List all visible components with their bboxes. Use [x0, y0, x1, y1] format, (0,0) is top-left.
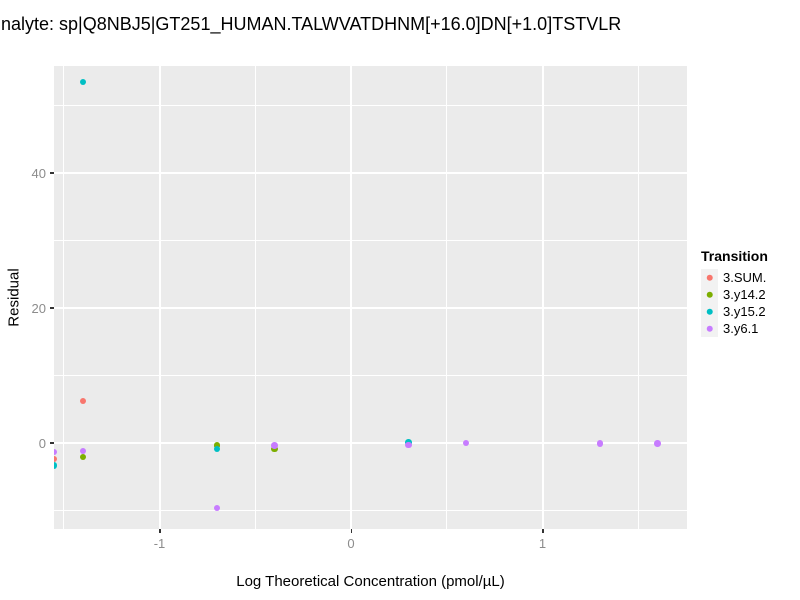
data-point	[462, 439, 470, 447]
y-tick-label: 20	[31, 300, 46, 316]
y-tick-label: 0	[38, 435, 46, 451]
x-major-gridline	[158, 66, 161, 529]
x-tick-label: 0	[347, 536, 355, 551]
y-major-gridline	[54, 172, 687, 174]
legend-item-label: 3.y6.1	[723, 321, 759, 336]
data-point	[54, 448, 58, 456]
x-minor-gridline	[446, 66, 448, 529]
data-point	[271, 442, 278, 449]
legend-item: 3.y6.1	[701, 320, 768, 337]
y-major-gridline	[54, 442, 687, 444]
data-point	[79, 397, 87, 405]
x-tick-mark	[159, 529, 161, 533]
legend-item: 3.SUM.	[701, 269, 768, 286]
data-point	[213, 445, 221, 453]
plot-panel	[54, 66, 687, 529]
legend-key	[701, 286, 718, 303]
legend-key	[701, 269, 718, 286]
x-minor-gridline	[637, 66, 639, 529]
legend-item: 3.y14.2	[701, 286, 768, 303]
y-minor-gridline	[54, 240, 687, 241]
y-minor-gridline	[54, 375, 687, 376]
y-minor-gridline	[54, 510, 687, 511]
data-point	[213, 504, 221, 512]
legend-title: Transition	[701, 248, 768, 264]
legend-key-dot-icon	[706, 274, 713, 281]
legend-item: 3.y15.2	[701, 303, 768, 320]
data-point	[79, 447, 87, 455]
legend-key	[701, 303, 718, 320]
legend-key-dot-icon	[706, 308, 713, 315]
data-point	[405, 441, 412, 449]
x-tick-label: 1	[538, 536, 547, 551]
y-tick-label: 40	[31, 165, 46, 181]
legend-items: 3.SUM. 3.y14.2 3.y15.2 3.y6.1	[701, 269, 768, 337]
data-point	[654, 440, 661, 447]
data-point	[79, 453, 87, 461]
x-minor-gridline	[63, 66, 65, 529]
data-point	[79, 78, 87, 86]
x-major-gridline	[350, 66, 352, 529]
plot-title: nalyte: sp|Q8NBJ5|GT251_HUMAN.TALWVATDHN…	[1, 14, 622, 34]
data-point	[596, 440, 604, 447]
y-axis-title: Residual	[5, 267, 23, 327]
data-point	[271, 445, 278, 453]
y-tick-mark	[50, 442, 54, 444]
x-axis-title: Log Theoretical Concentration (pmol/µL)	[236, 573, 505, 590]
y-tick-mark	[50, 172, 54, 174]
x-minor-gridline	[254, 66, 256, 529]
x-major-gridline	[541, 66, 544, 529]
x-tick-mark	[350, 529, 352, 533]
y-minor-gridline	[54, 105, 687, 106]
legend-key	[701, 320, 718, 337]
legend-key-dot-icon	[706, 325, 713, 332]
data-point	[54, 455, 58, 463]
legend-item-label: 3.y15.2	[723, 304, 766, 319]
y-major-gridline	[54, 307, 687, 309]
legend-key-dot-icon	[706, 291, 713, 298]
legend-item-label: 3.SUM.	[723, 270, 767, 285]
legend-item-label: 3.y14.2	[723, 287, 766, 302]
x-tick-mark	[542, 529, 544, 533]
y-tick-mark	[50, 307, 54, 309]
legend: Transition 3.SUM. 3.y14.2 3.y15.2 3.y6.1	[701, 248, 768, 337]
x-tick-label: -1	[153, 536, 166, 551]
data-point	[213, 442, 221, 449]
data-point	[54, 462, 58, 469]
